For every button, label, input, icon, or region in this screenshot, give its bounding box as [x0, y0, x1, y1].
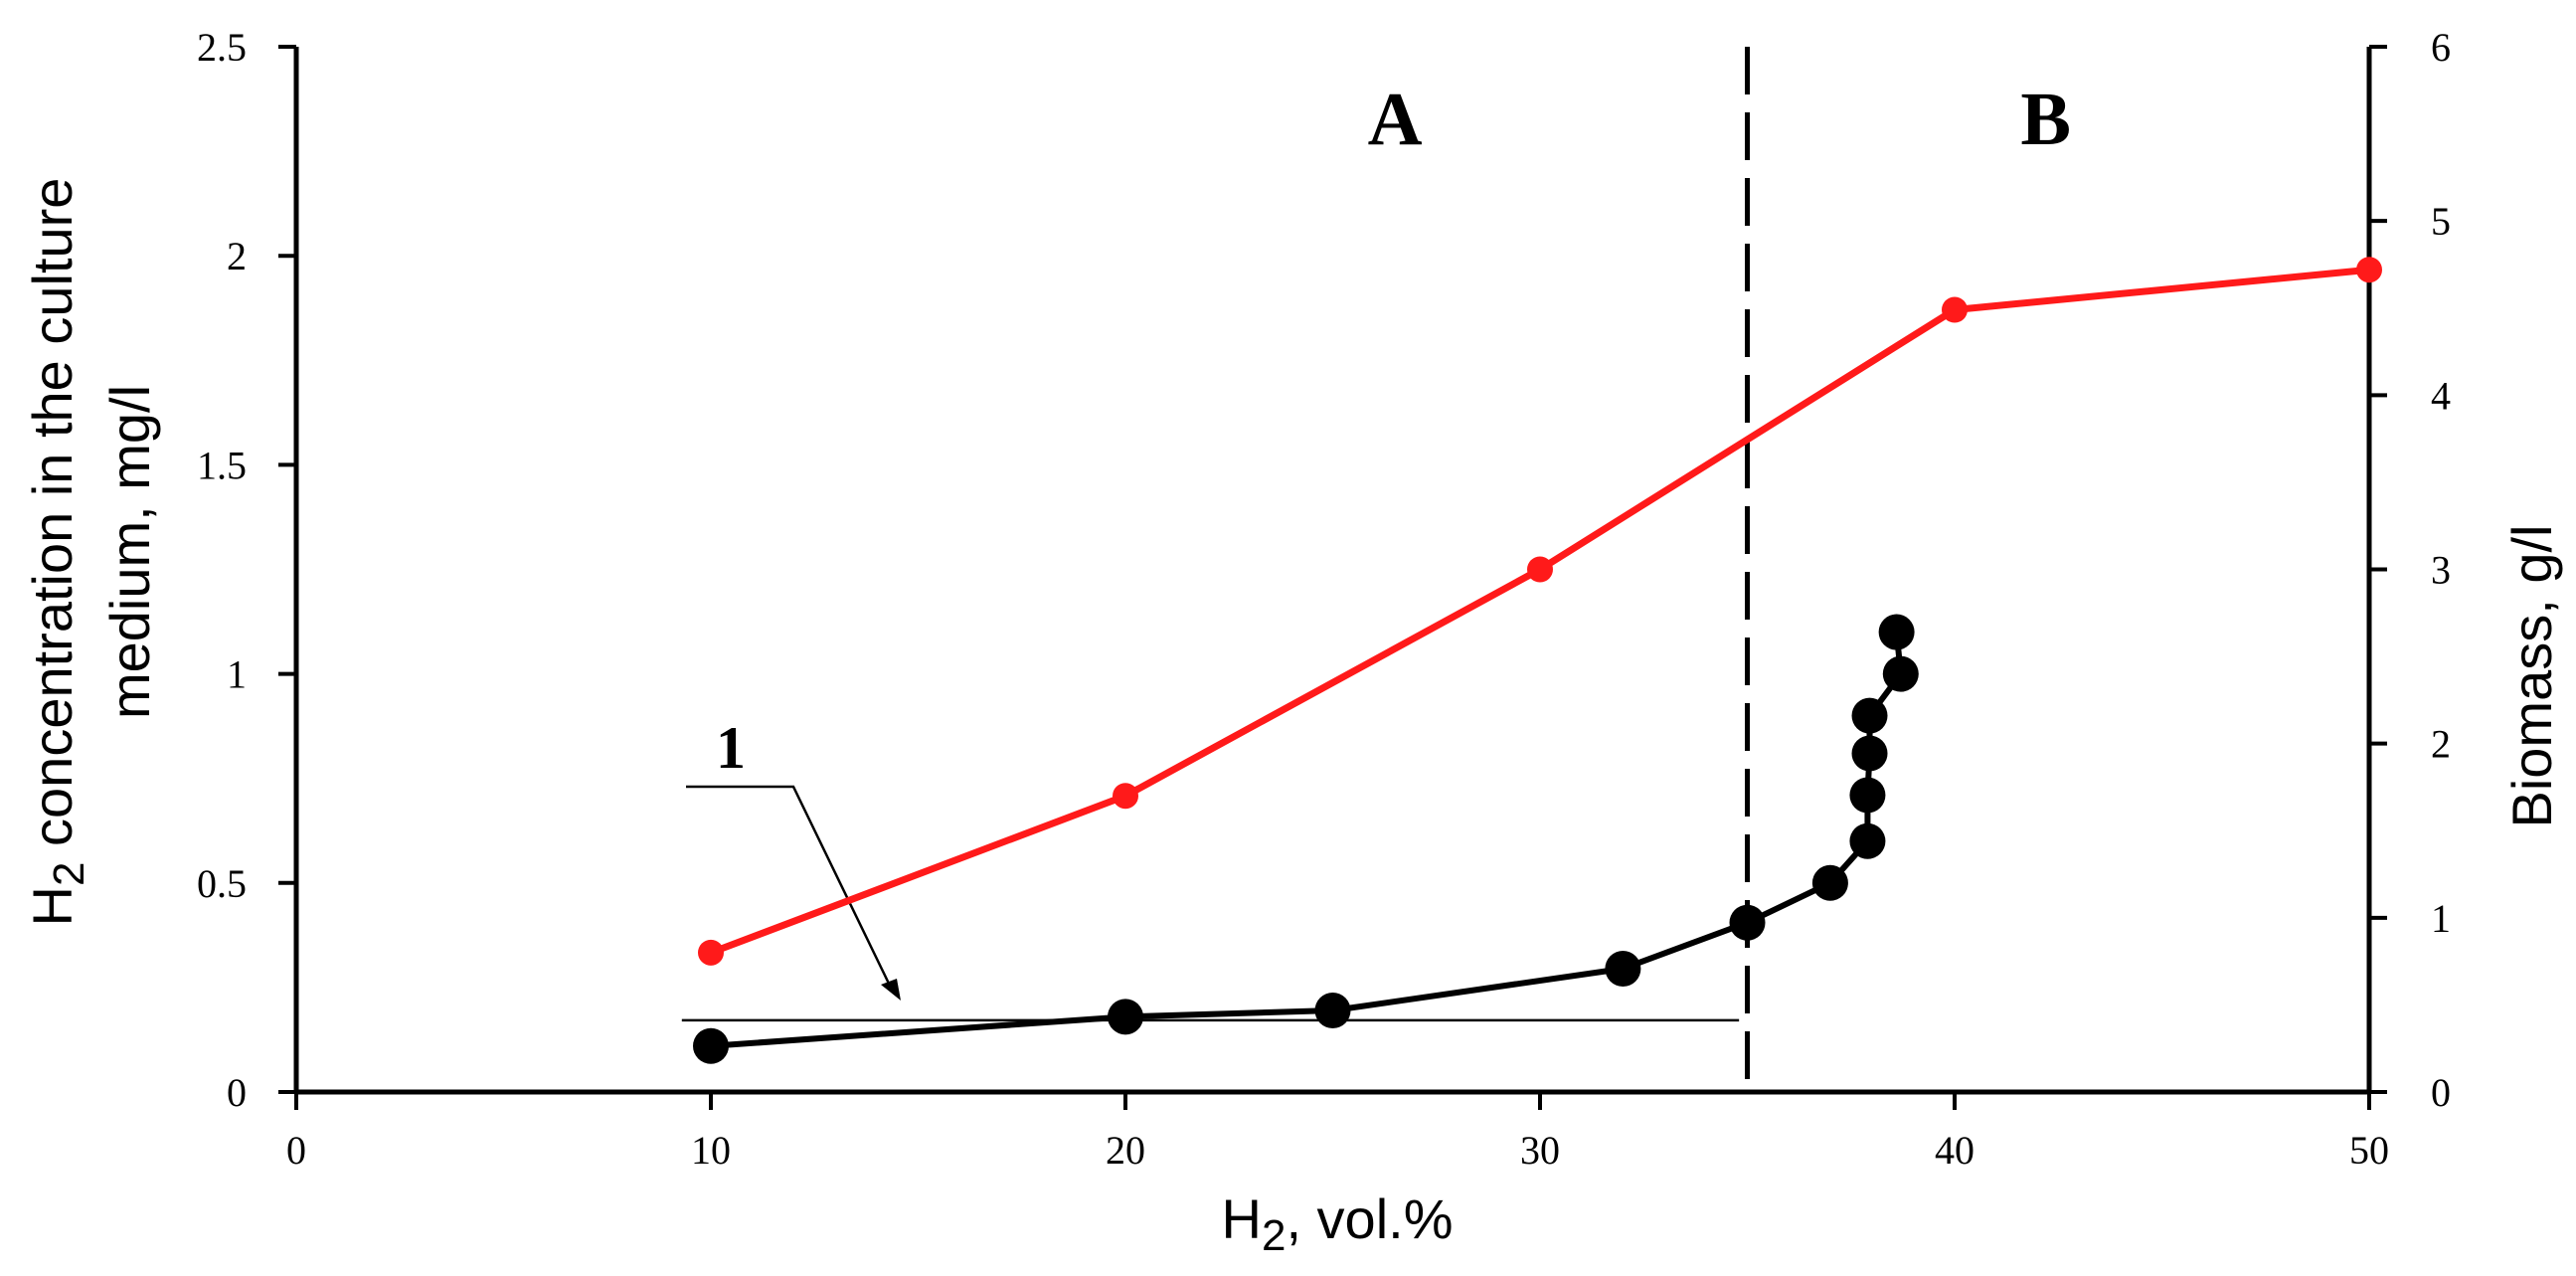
series-line-right	[709, 266, 2370, 957]
y-right-tick-label: 4	[2431, 373, 2451, 418]
y-left-tick-label: 0	[227, 1070, 247, 1115]
data-point-left	[1729, 904, 1766, 941]
y-left-tick-label: 1.5	[197, 443, 247, 487]
region-label: A	[1368, 78, 1423, 161]
data-point-left	[1314, 993, 1351, 1029]
y-left-tick-label: 1	[227, 652, 247, 697]
y-axis-right-title: Biomass, g/l	[2500, 525, 2563, 828]
callout-arrowhead	[881, 979, 901, 1001]
x-tick-label: 10	[691, 1128, 731, 1173]
y-right-tick-label: 0	[2431, 1070, 2451, 1115]
data-point-left	[1811, 864, 1848, 901]
data-point-left	[1108, 999, 1143, 1035]
data-point-left	[1878, 614, 1915, 650]
x-tick-label: 20	[1106, 1128, 1145, 1173]
chart-overlays: A B 1	[681, 47, 2071, 1092]
chart-axes	[293, 47, 2372, 1095]
data-point-right	[698, 939, 724, 966]
y-right-tick-label: 1	[2431, 896, 2451, 941]
y-right-tick-label: 3	[2431, 548, 2451, 593]
data-point-left	[1849, 777, 1886, 814]
y-right-tick-label: 2	[2431, 722, 2451, 767]
y-axis-left-title-line1: H2 concentration in the culture	[21, 178, 93, 927]
x-axis-title: H2, vol.%	[1222, 1187, 1454, 1260]
x-tick-label: 0	[286, 1128, 306, 1173]
region-label: B	[2020, 78, 2071, 161]
data-point-left	[1882, 655, 1919, 692]
data-point-left	[1605, 950, 1641, 987]
y-axis-left-title-line2: medium, mg/l	[98, 385, 161, 719]
y-left-tick-label: 2.5	[197, 25, 247, 70]
y-right-tick-label: 6	[2431, 25, 2451, 70]
x-tick-label: 50	[2349, 1128, 2389, 1173]
x-tick-label: 40	[1935, 1128, 1975, 1173]
data-point-right	[1527, 556, 1553, 583]
data-point-left	[1849, 822, 1886, 859]
data-point-right	[1942, 296, 1968, 323]
callout-leader-line	[686, 785, 892, 987]
y-left-tick-label: 0.5	[197, 861, 247, 906]
y-right-tick-label: 5	[2431, 199, 2451, 244]
chart-series	[693, 257, 2382, 1064]
data-point-left	[1851, 697, 1888, 734]
chart-ticks: 0 10 20 30 40 50 0 0.5 1 1.5 2 2.5 0 1 2 3 4 5 6	[197, 25, 2451, 1173]
x-tick-label: 30	[1520, 1128, 1560, 1173]
y-left-tick-label: 2	[227, 234, 247, 278]
data-point-left	[1851, 735, 1888, 772]
data-point-left	[693, 1027, 729, 1064]
callout-label: 1	[716, 715, 746, 781]
data-point-right	[1113, 783, 1138, 810]
data-point-right	[2356, 257, 2382, 283]
